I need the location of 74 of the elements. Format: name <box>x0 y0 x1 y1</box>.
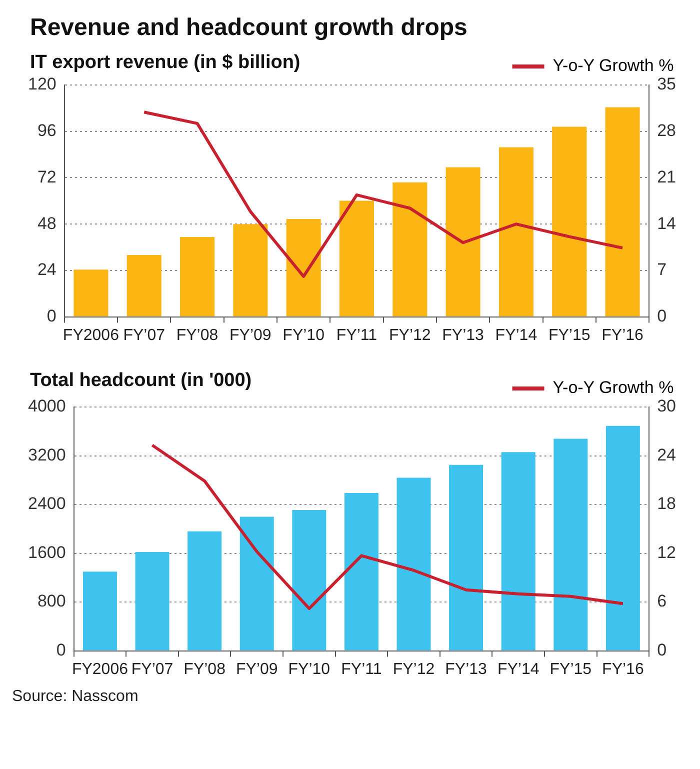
bar <box>449 464 484 650</box>
bar <box>605 107 640 316</box>
y2-tick-label: 28 <box>657 121 676 140</box>
x-tick-label: FY2006 <box>62 326 120 344</box>
source-note: Source: Nasscom <box>11 687 140 706</box>
bar <box>74 270 108 316</box>
bar <box>446 167 480 316</box>
bar <box>344 492 378 650</box>
y2-tick-label: 18 <box>657 494 676 514</box>
chart-title: Revenue and headcount growth drops <box>29 13 468 43</box>
y2-tick-label: 35 <box>657 74 676 94</box>
bar <box>396 478 431 650</box>
x-tick-label: FY’08 <box>176 326 218 344</box>
legend-label: Y-o-Y Growth % <box>552 56 674 76</box>
x-tick-label: FY’08 <box>184 660 226 678</box>
y-tick-label: 4000 <box>28 396 66 416</box>
y-tick-label: 2400 <box>28 494 66 514</box>
y-tick-label: 48 <box>37 214 56 233</box>
y2-tick-label: 14 <box>657 214 676 233</box>
bar <box>286 219 321 316</box>
bar <box>135 552 170 650</box>
x-tick-label: FY’10 <box>288 660 330 678</box>
bar <box>606 426 640 650</box>
y-tick-label: 0 <box>56 640 66 660</box>
bar <box>552 126 587 316</box>
x-tick-label: FY’09 <box>230 326 272 344</box>
x-tick-label: FY’16 <box>602 660 644 678</box>
x-tick-label: FY’13 <box>442 326 484 344</box>
bar <box>501 452 536 650</box>
y-tick-label: 120 <box>28 74 56 94</box>
x-tick-label: FY’11 <box>341 660 382 678</box>
x-tick-label: FY’14 <box>497 660 540 678</box>
bar <box>126 254 162 316</box>
y-tick-label: 96 <box>37 121 56 140</box>
x-tick-label: FY’11 <box>336 326 378 344</box>
legend-label: Y-o-Y Growth % <box>552 378 674 398</box>
x-tick-label: FY’09 <box>236 660 278 678</box>
y2-tick-label: 24 <box>657 445 676 464</box>
bar <box>180 237 215 316</box>
chart-subtitle: IT export revenue (in $ billion) <box>30 52 300 74</box>
y2-tick-label: 0 <box>657 306 667 326</box>
bar <box>554 438 588 650</box>
y-tick-label: 3200 <box>28 445 66 464</box>
y2-tick-label: 0 <box>657 640 667 660</box>
x-tick-label: FY’12 <box>388 326 431 344</box>
bar <box>240 516 274 650</box>
y-tick-label: 24 <box>37 260 56 280</box>
y-tick-label: 72 <box>37 167 56 186</box>
x-tick-label: FY’15 <box>550 660 592 678</box>
x-tick-label: FY’16 <box>602 326 644 344</box>
bar <box>82 572 117 650</box>
bar <box>188 531 222 650</box>
y-tick-label: 1600 <box>28 542 66 562</box>
x-tick-label: FY’14 <box>495 326 538 344</box>
y-tick-label: 0 <box>46 306 56 326</box>
y2-tick-label: 21 <box>657 167 676 186</box>
y2-tick-label: 30 <box>657 396 676 416</box>
bar <box>498 147 534 316</box>
x-tick-label: FY’12 <box>392 660 435 678</box>
bar <box>339 200 374 316</box>
x-tick-label: FY’10 <box>282 326 325 344</box>
x-tick-label: FY’13 <box>445 660 488 678</box>
x-tick-label: FY’07 <box>131 660 174 678</box>
bar <box>233 224 268 316</box>
bar <box>292 510 326 650</box>
chart-subtitle: Total headcount (in '000) <box>30 370 252 392</box>
y2-tick-label: 12 <box>657 542 676 562</box>
x-tick-label: FY’15 <box>548 326 590 344</box>
y2-tick-label: 7 <box>657 260 667 280</box>
x-tick-label: FY’07 <box>123 326 166 344</box>
y2-tick-label: 6 <box>657 592 667 611</box>
y-tick-label: 800 <box>37 592 66 611</box>
x-tick-label: FY2006 <box>72 660 128 678</box>
bar <box>392 182 428 316</box>
